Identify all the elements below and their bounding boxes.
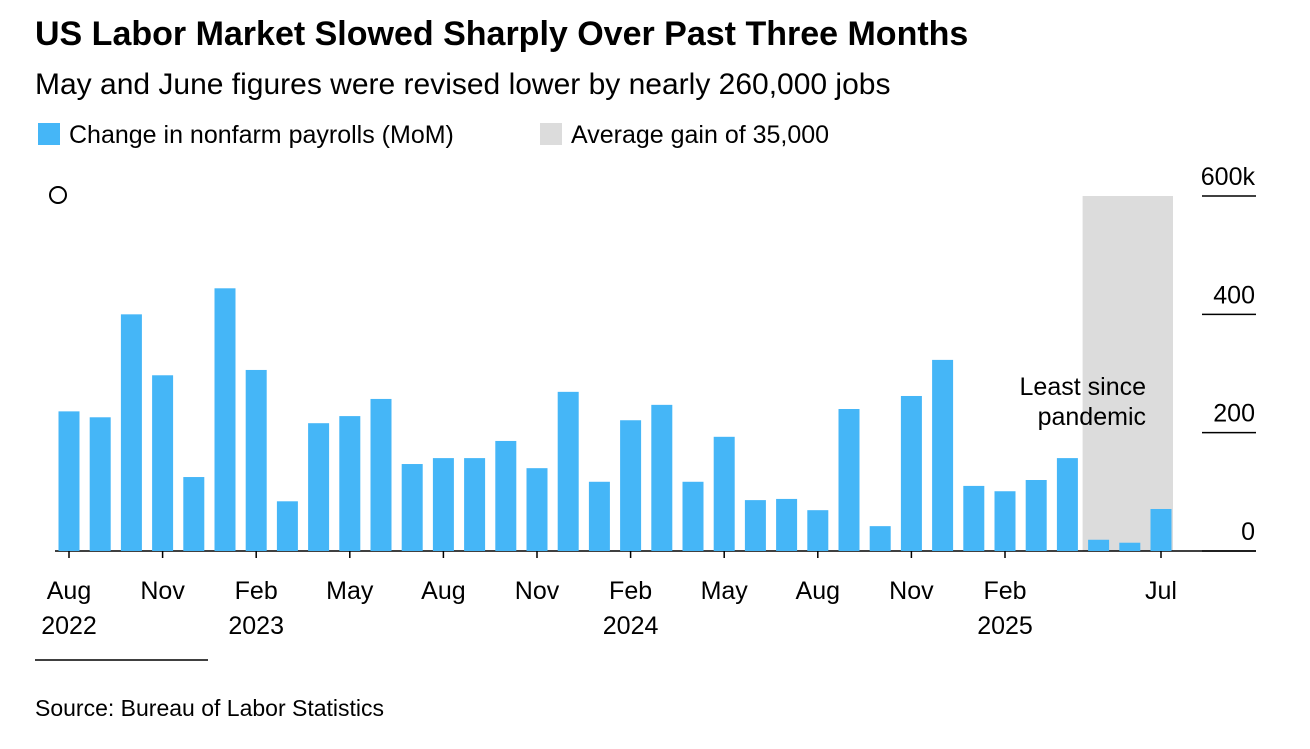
legend-swatch [540,123,562,145]
bar [900,395,922,551]
legend-label: Change in nonfarm payrolls (MoM) [69,121,454,149]
legend-swatch [38,123,60,145]
chart-subtitle: May and June figures were revised lower … [35,68,890,101]
x-tick-year: 2022 [41,612,97,640]
x-tick-label: Feb [983,577,1026,605]
x-tick-label: Nov [140,577,185,605]
x-tick-label: Jul [1145,577,1177,605]
bar [495,440,517,551]
shade-region [1082,196,1173,551]
bar [963,485,985,551]
y-tick-label: 600k [1201,163,1256,191]
x-tick-label: Feb [609,577,652,605]
bar [682,481,704,551]
bar [1150,508,1172,551]
bar [713,436,735,551]
bar [807,510,829,551]
bar [620,420,642,551]
bar [1056,458,1078,551]
bar [557,391,579,551]
bar [183,477,205,551]
chart-title: US Labor Market Slowed Sharply Over Past… [35,15,968,53]
bar [401,464,423,551]
bar [1025,480,1047,551]
x-tick-label: May [701,577,749,605]
bar [838,409,860,551]
icon [49,186,67,204]
bar [58,411,80,551]
y-tick-label: 400 [1213,281,1255,309]
bar [152,375,174,551]
x-tick-label: Feb [235,577,278,605]
bar [120,314,142,551]
bar [308,423,330,551]
y-tick-label: 200 [1213,400,1255,428]
bar [932,359,954,551]
x-tick-label: Aug [47,577,91,605]
bar [464,458,486,551]
bar [1088,539,1110,551]
bar [776,498,798,551]
bar [339,416,361,551]
bar [744,500,766,551]
x-tick-label: May [326,577,374,605]
x-tick-year: 2025 [977,612,1033,640]
legend-label: Average gain of 35,000 [571,121,829,149]
y-tick-label: 0 [1241,518,1255,546]
x-tick-label: Aug [421,577,465,605]
x-tick-year: 2024 [603,612,659,640]
bar [432,458,454,551]
bar [276,501,298,551]
x-tick-label: Nov [889,577,934,605]
x-tick-year: 2023 [228,612,284,640]
bar [214,288,236,551]
bar [588,481,610,551]
bar [245,369,267,551]
source: Source: Bureau of Labor Statistics [35,695,384,721]
bar [370,398,392,551]
x-tick-label: Nov [515,577,560,605]
bar [1119,542,1141,551]
bar [89,417,111,551]
bar [526,468,548,551]
annotation: pandemic [1038,403,1146,431]
bar [651,404,673,551]
x-tick-label: Aug [796,577,840,605]
bar [994,491,1016,551]
bar [869,526,891,551]
annotation: Least since [1020,373,1146,401]
